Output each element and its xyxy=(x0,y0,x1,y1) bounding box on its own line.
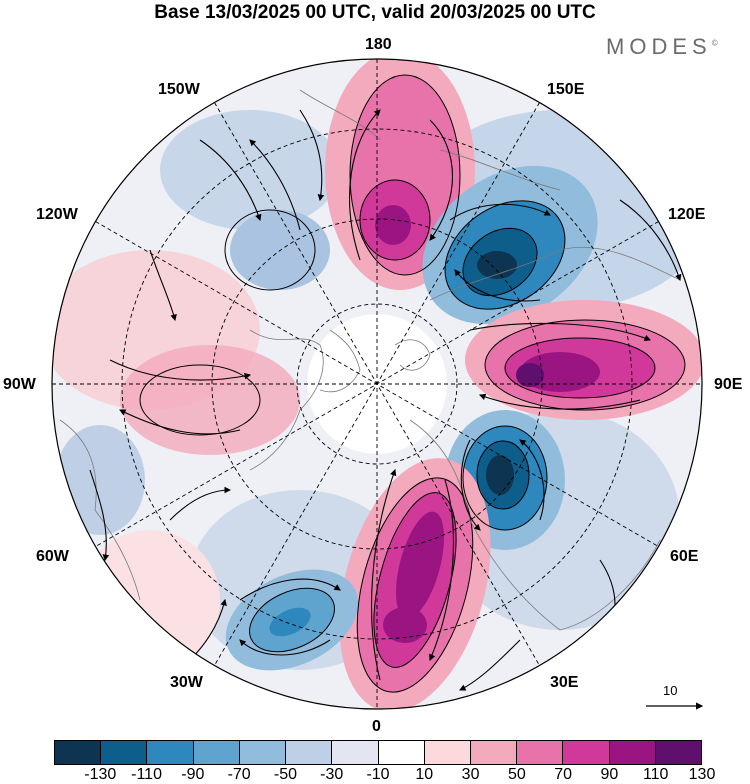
wind-arrow xyxy=(449,203,551,221)
wind-vectors xyxy=(89,109,682,691)
colorbar-swatch xyxy=(239,741,287,764)
negative-anomaly-weak xyxy=(55,425,145,535)
colorbar-tick-label: -70 xyxy=(227,766,251,783)
colorbar xyxy=(54,740,702,765)
wind-arrow xyxy=(619,199,682,282)
map-boundary xyxy=(51,58,703,710)
wind-arrow xyxy=(249,139,301,231)
lon-label-30w: 30W xyxy=(170,674,203,691)
colorbar-tick-label: 90 xyxy=(600,766,619,783)
positive-anomaly-weak xyxy=(120,345,300,455)
lon-label-180: 180 xyxy=(365,36,392,53)
colorbar-swatch xyxy=(147,741,194,764)
lon-label-0: 0 xyxy=(372,718,381,735)
positive-anomaly-core xyxy=(396,511,444,619)
contour-lines xyxy=(139,74,686,693)
wind-arrow xyxy=(149,249,177,322)
lon-label-150w: 150W xyxy=(158,81,200,98)
colorbar-tick-label: 30 xyxy=(461,766,480,783)
colorbar-tick-label: -50 xyxy=(273,766,297,783)
lon-label-60e: 60E xyxy=(670,548,699,565)
positive-anomaly-core xyxy=(375,205,411,245)
graticule xyxy=(52,59,702,709)
reference-vector-label: 10 xyxy=(663,683,678,698)
colorbar-tick-label: 70 xyxy=(554,766,573,783)
wind-arrow xyxy=(519,439,545,521)
colorbar-swatch xyxy=(517,741,564,764)
wind-arrow xyxy=(478,393,641,410)
wind-arrow xyxy=(349,109,381,261)
positive-anomaly-weak xyxy=(80,530,220,670)
colorbar-swatch xyxy=(332,741,379,764)
colorbar-tick-label: -10 xyxy=(366,766,390,783)
wind-arrow xyxy=(119,409,241,435)
colorbar-tick-label: -130 xyxy=(84,766,117,783)
lon-label-90w: 90W xyxy=(3,376,36,393)
wind-arrow xyxy=(429,479,454,662)
lon-label-150e: 150E xyxy=(547,81,585,98)
colorbar-swatch xyxy=(378,741,425,764)
wind-arrow xyxy=(169,486,232,521)
wind-arrow xyxy=(371,468,397,681)
colorbar-tick-label: 110 xyxy=(642,766,669,783)
positive-anomaly-core xyxy=(516,363,544,387)
colorbar-swatch xyxy=(655,741,702,764)
negative-anomaly-core xyxy=(269,607,311,637)
modes-logo: MODES© xyxy=(606,34,718,60)
wind-arrow xyxy=(89,469,110,562)
wind-arrow xyxy=(429,119,454,241)
anomaly-field xyxy=(52,59,702,709)
colorbar-tick-label: -30 xyxy=(320,766,344,783)
colorbar-tick-label: 10 xyxy=(415,766,434,783)
colorbar-tick-label: -90 xyxy=(181,766,205,783)
wind-arrow xyxy=(109,359,252,381)
colorbar-tick-label: -110 xyxy=(131,766,162,783)
colorbar-swatch xyxy=(609,741,656,764)
wind-arrow xyxy=(459,639,521,691)
wind-arrow xyxy=(299,109,325,202)
wind-arrow xyxy=(469,322,652,342)
colorbar-tick-label: 130 xyxy=(688,766,716,783)
wind-arrow xyxy=(460,439,481,531)
wind-arrow xyxy=(454,269,541,302)
negative-anomaly-weak xyxy=(160,110,340,230)
colorbar-swatch xyxy=(470,741,518,764)
lon-label-30e: 30E xyxy=(550,674,579,691)
map-title: Base 13/03/2025 00 UTC, valid 20/03/2025… xyxy=(154,2,596,23)
colorbar-swatch xyxy=(286,741,333,764)
lon-label-60w: 60W xyxy=(36,548,69,565)
negative-anomaly-core xyxy=(477,251,517,279)
lon-label-120w: 120W xyxy=(36,206,78,223)
positive-anomaly-core xyxy=(383,607,427,643)
colorbar-swatch xyxy=(101,741,148,764)
colorbar-swatch xyxy=(563,741,610,764)
wind-arrow xyxy=(239,639,331,656)
lon-label-120e: 120E xyxy=(668,206,706,223)
brand-text: MODES xyxy=(606,34,712,59)
lon-label-90e: 90E xyxy=(714,376,743,393)
colorbar-tick-label: 50 xyxy=(507,766,526,783)
wind-arrow xyxy=(199,139,262,222)
colorbar-swatch xyxy=(193,741,240,764)
colorbar-swatch xyxy=(55,741,102,764)
colorbar-swatch xyxy=(424,741,471,764)
copyright-mark: © xyxy=(711,38,718,48)
wind-arrow xyxy=(239,578,341,601)
